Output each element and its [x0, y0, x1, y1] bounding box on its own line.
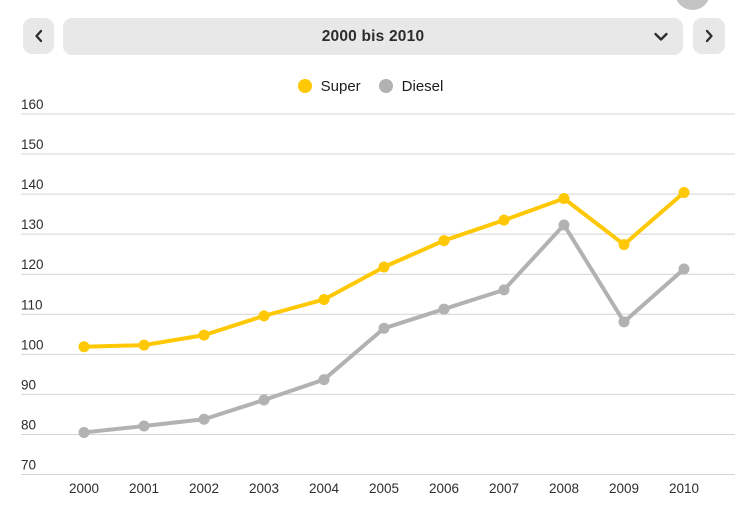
x-axis-tick-label: 2003: [249, 481, 279, 496]
data-point-super-2002[interactable]: [198, 329, 210, 341]
chevron-down-icon: [652, 31, 670, 43]
data-point-super-2008[interactable]: [558, 193, 570, 205]
legend-dot-diesel: [378, 79, 393, 93]
x-axis-tick-label: 2004: [309, 481, 340, 496]
data-point-diesel-2008[interactable]: [558, 219, 570, 231]
data-point-super-2010[interactable]: [678, 187, 690, 199]
y-axis-tick-label: 110: [21, 297, 43, 312]
data-point-super-2000[interactable]: [78, 341, 90, 353]
data-point-super-2006[interactable]: [438, 235, 450, 247]
x-axis-tick-label: 2007: [489, 481, 519, 496]
next-period-button[interactable]: [693, 18, 725, 54]
data-point-diesel-2009[interactable]: [618, 316, 630, 328]
y-axis-tick-label: 140: [21, 177, 44, 192]
data-point-diesel-2005[interactable]: [378, 322, 390, 334]
legend-dot-super: [297, 79, 312, 93]
chart-legend: Super Diesel: [0, 75, 741, 97]
data-point-diesel-2006[interactable]: [438, 303, 450, 315]
y-axis-tick-label: 150: [21, 137, 44, 152]
x-axis-tick-label: 2008: [549, 481, 579, 496]
x-axis-tick-label: 2002: [189, 481, 219, 496]
y-axis-tick-label: 130: [21, 217, 44, 232]
legend-label-super: Super: [320, 77, 361, 95]
time-range-dropdown[interactable]: 2000 bis 2010: [63, 18, 683, 55]
chevron-left-icon: [32, 28, 46, 44]
data-point-super-2003[interactable]: [258, 310, 270, 322]
y-axis-tick-label: 80: [21, 417, 36, 432]
time-range-value: 2000 bis 2010: [321, 27, 425, 45]
y-axis-tick-label: 100: [21, 337, 44, 352]
data-point-diesel-2007[interactable]: [498, 284, 510, 296]
x-axis-tick-label: 2005: [369, 481, 399, 496]
data-point-diesel-2001[interactable]: [138, 420, 150, 432]
x-axis-tick-label: 2009: [609, 481, 639, 496]
x-axis-tick-label: 2010: [669, 481, 699, 496]
data-point-diesel-2003[interactable]: [258, 394, 270, 406]
data-point-super-2004[interactable]: [318, 293, 330, 305]
x-axis-tick-label: 2000: [69, 481, 99, 496]
previous-period-button[interactable]: [23, 18, 54, 54]
data-point-super-2001[interactable]: [138, 339, 150, 351]
data-point-diesel-2002[interactable]: [198, 413, 210, 425]
legend-label-diesel: Diesel: [401, 77, 444, 95]
x-axis-tick-label: 2006: [429, 481, 459, 496]
data-point-diesel-2000[interactable]: [78, 426, 90, 438]
y-axis-tick-label: 70: [21, 458, 36, 473]
chevron-right-icon: [702, 28, 716, 44]
floating-circle-button[interactable]: [675, 0, 710, 10]
data-point-super-2009[interactable]: [618, 239, 630, 251]
data-point-super-2005[interactable]: [378, 261, 390, 273]
legend-item-super[interactable]: Super: [297, 77, 361, 95]
y-axis-tick-label: 160: [21, 97, 44, 112]
data-point-diesel-2010[interactable]: [678, 263, 690, 275]
data-point-super-2007[interactable]: [498, 214, 510, 226]
legend-item-diesel[interactable]: Diesel: [378, 77, 444, 95]
y-axis-tick-label: 120: [21, 257, 44, 272]
x-axis-tick-label: 2001: [129, 481, 159, 496]
y-axis-tick-label: 90: [21, 377, 36, 392]
data-point-diesel-2004[interactable]: [318, 374, 330, 386]
